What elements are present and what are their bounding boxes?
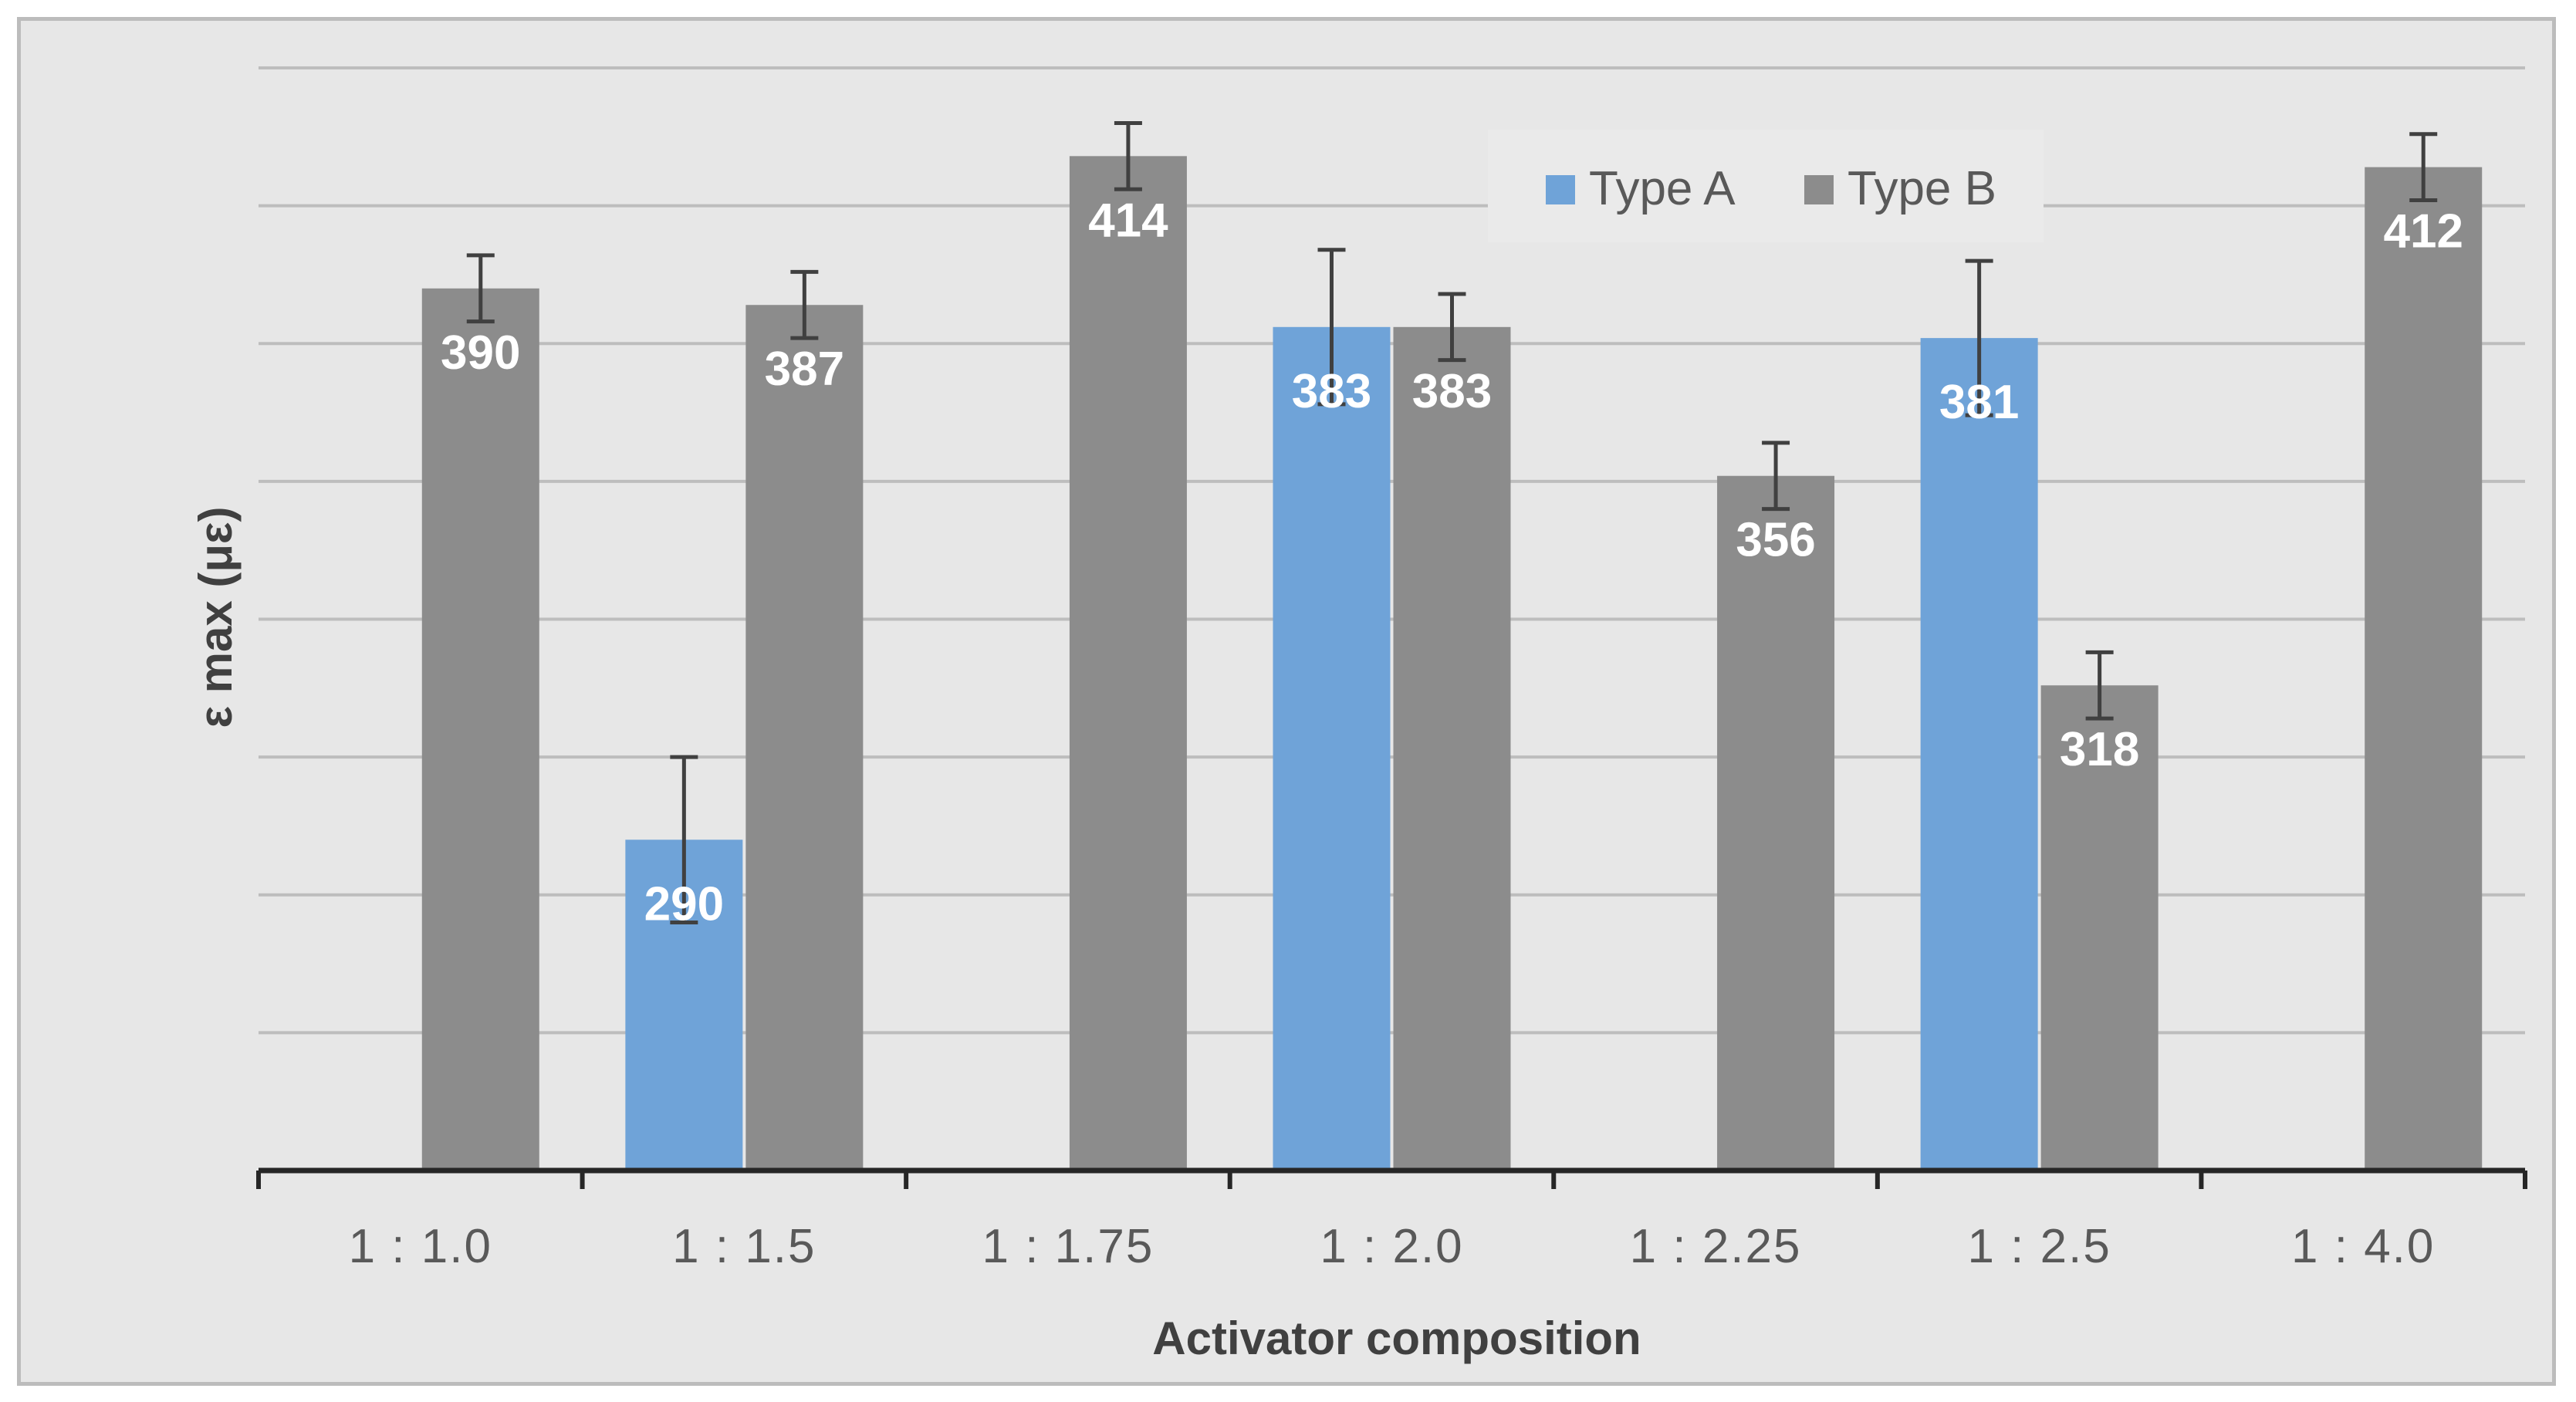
data-label-type-a: 381 — [1939, 376, 2019, 429]
x-tick-label: 1 : 4.0 — [2291, 1220, 2435, 1273]
error-bar-type-b — [2085, 650, 2114, 721]
data-labels: 390 290 387 414 383 383 356 381 318 412 — [441, 194, 2463, 931]
bar-type-b — [1717, 475, 1835, 1171]
error-bar-type-b — [1438, 292, 1466, 363]
legend-label-type-a: Type A — [1589, 162, 1736, 215]
data-label-type-a: 290 — [644, 877, 724, 931]
bar-type-b — [421, 288, 539, 1171]
error-bar-type-b — [790, 269, 819, 340]
data-label-type-b: 356 — [1736, 514, 1815, 567]
x-tick-label: 1 : 2.5 — [1967, 1220, 2111, 1273]
data-label-type-b: 387 — [765, 343, 844, 396]
error-bar-type-b — [1762, 441, 1790, 512]
x-tick-label: 1 : 2.0 — [1320, 1220, 1463, 1273]
bar-type-a — [1920, 338, 2038, 1171]
data-label-type-b: 318 — [2060, 723, 2139, 776]
error-bar-type-a — [670, 755, 698, 924]
gridlines — [259, 66, 2525, 1035]
error-bar-type-b — [2409, 132, 2438, 202]
bar-type-b — [1069, 156, 1187, 1171]
x-tick-label: 1 : 1.5 — [672, 1220, 816, 1273]
y-axis-title: ε max (με) — [190, 506, 242, 728]
data-label-type-b: 414 — [1088, 194, 1168, 247]
legend-swatch-type-b — [1804, 175, 1834, 204]
error-bar-type-b — [466, 253, 495, 324]
legend-background — [1488, 130, 2044, 242]
data-label-type-a: 383 — [1292, 365, 1371, 418]
x-tick-label: 1 : 1.75 — [982, 1220, 1154, 1273]
legend-label-type-b: Type B — [1847, 162, 1996, 215]
data-label-type-b: 390 — [441, 326, 520, 380]
error-bar-type-a — [1965, 258, 1993, 417]
bar-type-b — [745, 305, 864, 1171]
bars — [421, 156, 2483, 1171]
data-label-type-b: 383 — [1412, 365, 1492, 418]
data-label-type-b: 412 — [2383, 205, 2463, 258]
bar-type-b — [1393, 326, 1511, 1171]
legend-swatch-type-a — [1546, 175, 1575, 204]
x-axis-title: Activator composition — [1152, 1312, 1641, 1364]
error-bar-type-a — [1317, 248, 1346, 407]
error-bar-type-b — [1114, 120, 1142, 191]
bar-type-b — [2040, 685, 2158, 1171]
bar-type-b — [2365, 167, 2483, 1171]
x-tick-label: 1 : 2.25 — [1630, 1220, 1802, 1273]
error-bars — [466, 120, 2438, 924]
legend: Type A Type B — [1488, 130, 2044, 242]
x-tick-label: 1 : 1.0 — [349, 1220, 492, 1273]
x-axis: 1 : 1.0 1 : 1.5 1 : 1.75 1 : 2.0 1 : 2.25 1 :… — [256, 1167, 2527, 1273]
bar-type-a — [1273, 326, 1391, 1171]
